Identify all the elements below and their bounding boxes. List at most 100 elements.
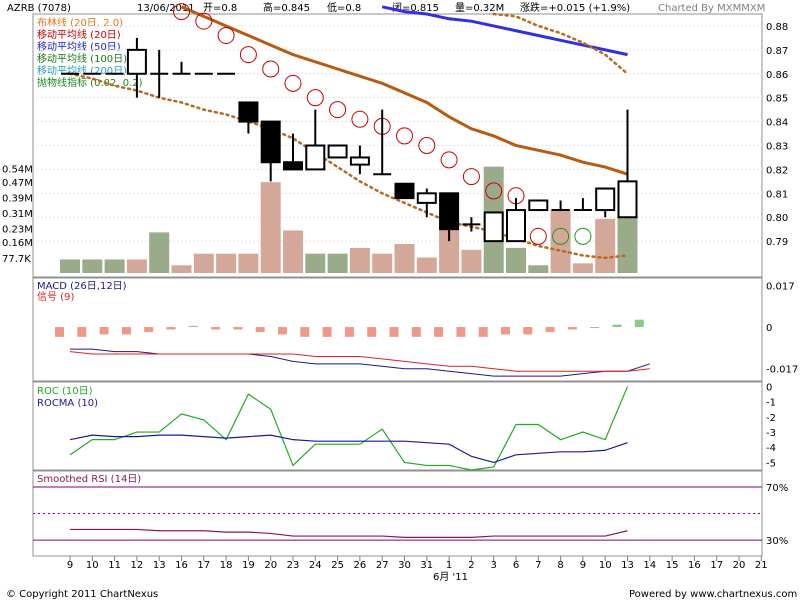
price-tick-label: 0.79 (766, 237, 788, 248)
x-tick-label: 18 (220, 560, 233, 571)
x-tick-label: 10 (86, 560, 99, 571)
roc-tick-label: -4 (766, 443, 776, 454)
macd-histogram-bar (144, 327, 154, 332)
price-tick-label: 0.84 (766, 118, 788, 129)
roc-title: ROC (10日) (37, 386, 93, 397)
macd-line (70, 348, 650, 377)
macd-signal-line (69, 351, 650, 372)
macd-histogram-bar (389, 327, 399, 337)
rsi-series: 70% 30% (33, 483, 788, 547)
macd-histogram-bar (121, 327, 131, 335)
volume-bar (572, 263, 593, 273)
price-tick-label: 0.88 (766, 22, 788, 33)
volume-bar (394, 244, 415, 273)
roc-tick-label: -3 (766, 428, 776, 439)
sar-marker (574, 227, 592, 245)
price-tick-label: 0.83 (766, 142, 788, 153)
price-overlay-lines (68, 5, 629, 260)
sar-marker (173, 3, 190, 21)
price-tick-label: 0.81 (766, 189, 788, 200)
x-tick-label: 27 (376, 560, 389, 571)
volume-bar (506, 247, 526, 273)
x-tick-label: 14 (643, 560, 656, 571)
sar-marker (262, 60, 280, 78)
rsi-tick-label: 70% (766, 483, 788, 494)
macd-histogram-bar (545, 327, 555, 332)
sar-marker (485, 182, 503, 200)
roc-panel (32, 381, 763, 471)
sar-marker (418, 137, 436, 154)
price-tick-label: 0.80 (766, 213, 788, 224)
volume-bar (349, 247, 370, 273)
macd-histogram-bar (55, 327, 64, 337)
open-label: 开=0.8 (203, 3, 237, 14)
x-tick-label: 16 (175, 560, 188, 571)
macd-histogram-bar (590, 327, 600, 329)
sar-marker (552, 227, 570, 245)
macd-histogram-bar (411, 327, 421, 337)
x-tick-label: 30 (398, 560, 411, 571)
macd-histogram-bar (612, 324, 622, 328)
candle-body (349, 156, 370, 166)
sar-marker (239, 46, 257, 64)
date-axis: 9 10 11 12 13 16 17 18 19 20 23 24 25 26 27 30 31 1 2 3 6 7 8 9… (33, 555, 768, 571)
candle-body (260, 120, 281, 164)
rsi-title: Smoothed RSI (14日) (37, 474, 141, 485)
macd-histogram-bar (478, 327, 488, 337)
rsi-tick-label: 30% (766, 536, 788, 547)
macd-histogram-bar (634, 319, 644, 328)
x-tick-label: 17 (197, 560, 210, 571)
volume-bar (528, 265, 549, 273)
x-tick-label: 8 (557, 560, 563, 571)
legend-ma20: 移动平均线 (20日) (37, 28, 121, 41)
x-tick-label: 17 (710, 560, 723, 571)
sar-marker (440, 151, 458, 169)
sar-marker (396, 127, 413, 145)
macd-histogram-bar (367, 327, 377, 337)
macd-histogram-bar (188, 325, 198, 328)
price-axis-ticks: 0.88 0.87 0.86 0.85 0.84 0.83 0.82 0.81 0.80 0.79 (766, 22, 788, 248)
sar-markers (173, 3, 592, 245)
volume-bar (550, 209, 571, 273)
macd-histogram-bar (344, 327, 354, 337)
roc-tick-label: -5 (766, 458, 776, 469)
x-tick-label: 31 (420, 560, 433, 571)
macd-tick-label: 0.017 (766, 281, 795, 292)
macd-panel (32, 277, 763, 382)
macd-signal-label: 信号 (9) (37, 291, 74, 303)
x-tick-label: 7 (535, 560, 541, 571)
price-tick-label: 0.86 (766, 70, 788, 81)
macd-histogram-bar (434, 327, 444, 337)
x-tick-label: 3 (491, 560, 497, 571)
volume-bar (60, 259, 80, 273)
volume-tick-label: 0.31M (2, 209, 33, 220)
macd-histogram-bar (255, 327, 265, 332)
volume-bar (149, 232, 170, 273)
candle-body (528, 199, 549, 212)
macd-histogram-bar (99, 327, 109, 335)
x-tick-label: 15 (666, 560, 679, 571)
x-tick-label: 13 (621, 560, 634, 571)
sar-marker (462, 168, 480, 186)
volume-bar (305, 253, 326, 273)
sar-marker (306, 89, 324, 107)
roc-line (69, 386, 629, 471)
macd-histogram-bar (501, 327, 510, 335)
volume-bar (238, 253, 259, 273)
candle-body (283, 161, 303, 171)
rsi-line (70, 528, 628, 539)
volume-bar (372, 253, 393, 273)
legend-bollinger: 布林线 (20日, 2.0) (37, 16, 123, 29)
macd-histogram-bar (300, 327, 310, 337)
sar-marker (284, 74, 302, 92)
macd-histogram-bar (278, 327, 287, 335)
x-tick-label: 19 (242, 560, 255, 571)
volume-bar (82, 259, 103, 273)
sar-marker (529, 227, 547, 245)
ma100-dotted-line (68, 72, 629, 260)
candle-body (617, 180, 638, 219)
ma50-line (381, 5, 628, 57)
ma100-upper-dotted-line (492, 12, 629, 76)
x-tick-label: 25 (331, 560, 344, 571)
